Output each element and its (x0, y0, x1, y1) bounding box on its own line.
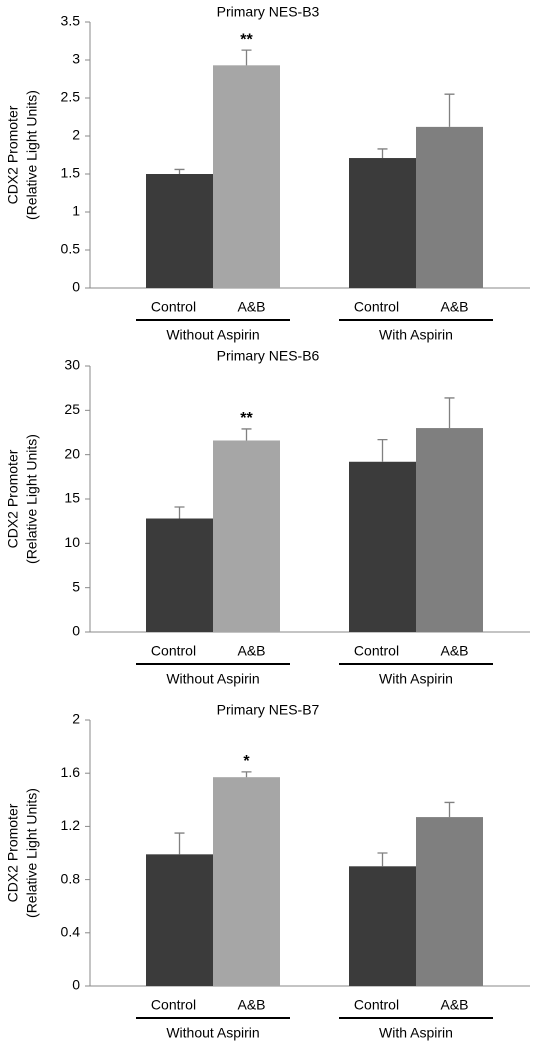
y-tick-label: 25 (64, 401, 80, 417)
chart-title: Primary NES-B6 (217, 348, 320, 364)
x-tick-label: Control (354, 643, 399, 659)
error-bar (444, 801, 455, 818)
bar (213, 777, 280, 986)
y-tick-label: 20 (64, 445, 80, 461)
error-bar (377, 438, 388, 462)
group-label: With Aspirin (379, 327, 453, 343)
x-tick-label: A&B (237, 299, 265, 315)
y-axis-label: CDX2 Promoter (5, 449, 21, 548)
error-bar (241, 428, 252, 441)
y-axis-label: CDX2 Promoter (5, 105, 21, 204)
y-axis-label: (Relative Light Units) (24, 90, 40, 220)
y-tick-label: 0.4 (61, 924, 81, 940)
y-tick-label: 1.5 (61, 165, 81, 181)
error-bar (377, 852, 388, 867)
bar (146, 518, 213, 632)
group-label: With Aspirin (379, 671, 453, 687)
significance-label: ** (240, 410, 253, 427)
y-tick-label: 1.2 (61, 817, 81, 833)
group-label: With Aspirin (379, 1025, 453, 1041)
x-tick-label: Control (151, 997, 196, 1013)
y-axis-label: CDX2 Promoter (5, 803, 21, 902)
y-tick-label: 2 (72, 127, 80, 143)
y-tick-label: 30 (64, 357, 80, 373)
bar (213, 65, 280, 288)
chart-title: Primary NES-B7 (217, 702, 320, 718)
error-bar (174, 506, 185, 519)
error-bar (444, 397, 455, 429)
y-tick-label: 0 (72, 977, 80, 993)
bar (213, 440, 280, 632)
error-bar (174, 168, 185, 174)
x-tick-label: A&B (440, 643, 468, 659)
group-label: Without Aspirin (166, 671, 259, 687)
y-tick-label: 0 (72, 623, 80, 639)
x-tick-label: A&B (237, 997, 265, 1013)
x-tick-label: Control (354, 299, 399, 315)
x-tick-label: Control (151, 643, 196, 659)
error-bar (377, 148, 388, 159)
y-tick-label: 3.5 (61, 13, 81, 29)
x-tick-label: Control (354, 997, 399, 1013)
x-tick-label: A&B (237, 643, 265, 659)
x-tick-label: A&B (440, 299, 468, 315)
y-tick-label: 1 (72, 203, 80, 219)
bar (349, 866, 416, 986)
bar (349, 461, 416, 632)
bar (349, 158, 416, 288)
error-bar (444, 93, 455, 127)
bar (146, 854, 213, 986)
error-bar (241, 49, 252, 66)
x-tick-label: Control (151, 299, 196, 315)
group-label: Without Aspirin (166, 1025, 259, 1041)
group-label: Without Aspirin (166, 327, 259, 343)
significance-label: ** (240, 31, 253, 48)
bar (146, 174, 213, 288)
y-tick-label: 0 (72, 279, 80, 295)
y-tick-label: 5 (72, 578, 80, 594)
chart-title: Primary NES-B3 (217, 4, 320, 20)
bar (416, 817, 483, 986)
y-tick-label: 2.5 (61, 89, 81, 105)
y-tick-label: 0.8 (61, 870, 81, 886)
error-bar (174, 832, 185, 855)
significance-label: * (243, 753, 250, 770)
x-tick-label: A&B (440, 997, 468, 1013)
y-tick-label: 1.6 (61, 764, 81, 780)
y-tick-label: 2 (72, 711, 80, 727)
y-tick-label: 3 (72, 51, 80, 67)
bar (416, 428, 483, 632)
y-tick-label: 10 (64, 534, 80, 550)
y-tick-label: 15 (64, 490, 80, 506)
bar (416, 126, 483, 288)
error-bar (241, 771, 252, 778)
y-axis-label: (Relative Light Units) (24, 434, 40, 564)
y-axis-label: (Relative Light Units) (24, 788, 40, 918)
y-tick-label: 0.5 (61, 241, 81, 257)
